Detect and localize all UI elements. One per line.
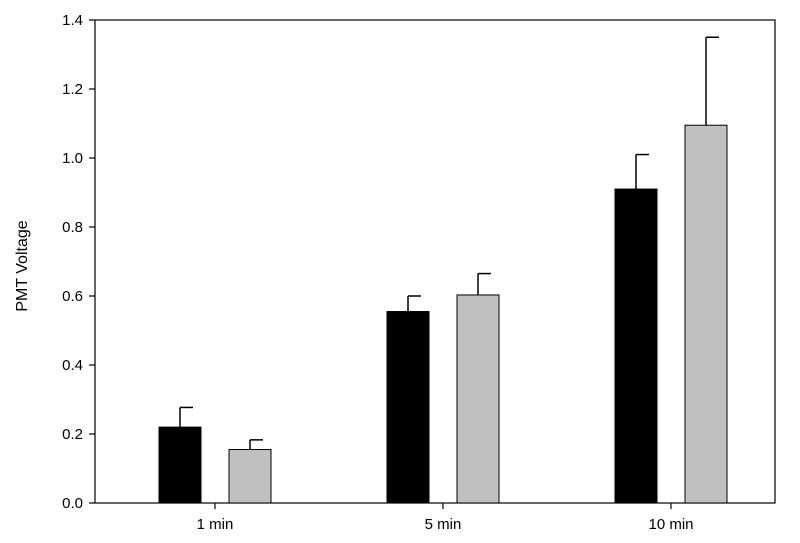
y-tick-label: 0.2 — [62, 426, 83, 443]
y-axis-label: PMT Voltage — [14, 220, 31, 311]
y-axis-ticks: 0.0 0.2 0.4 0.6 0.8 1.0 1.2 1.4 — [62, 12, 95, 512]
y-tick-label: 0.4 — [62, 357, 83, 374]
bars — [158, 124, 728, 504]
y-tick-label: 0.0 — [62, 495, 83, 512]
x-axis-ticks: 1 min 5 min 10 min — [197, 503, 694, 533]
bar — [386, 311, 430, 504]
y-tick-label: 0.8 — [62, 219, 83, 236]
y-tick-label: 1.2 — [62, 81, 83, 98]
y-tick-label: 1.4 — [62, 12, 83, 29]
bar — [228, 449, 272, 504]
bar — [684, 124, 728, 504]
bar — [456, 294, 500, 504]
bar — [614, 188, 658, 504]
y-tick-label: 1.0 — [62, 150, 83, 167]
bar — [158, 426, 202, 504]
x-tick-label: 1 min — [197, 516, 234, 533]
plot-frame — [94, 19, 776, 504]
x-tick-label: 10 min — [648, 516, 693, 533]
error-bars — [179, 36, 719, 450]
y-tick-label: 0.6 — [62, 288, 83, 305]
axes — [94, 19, 776, 504]
x-tick-label: 5 min — [425, 516, 462, 533]
